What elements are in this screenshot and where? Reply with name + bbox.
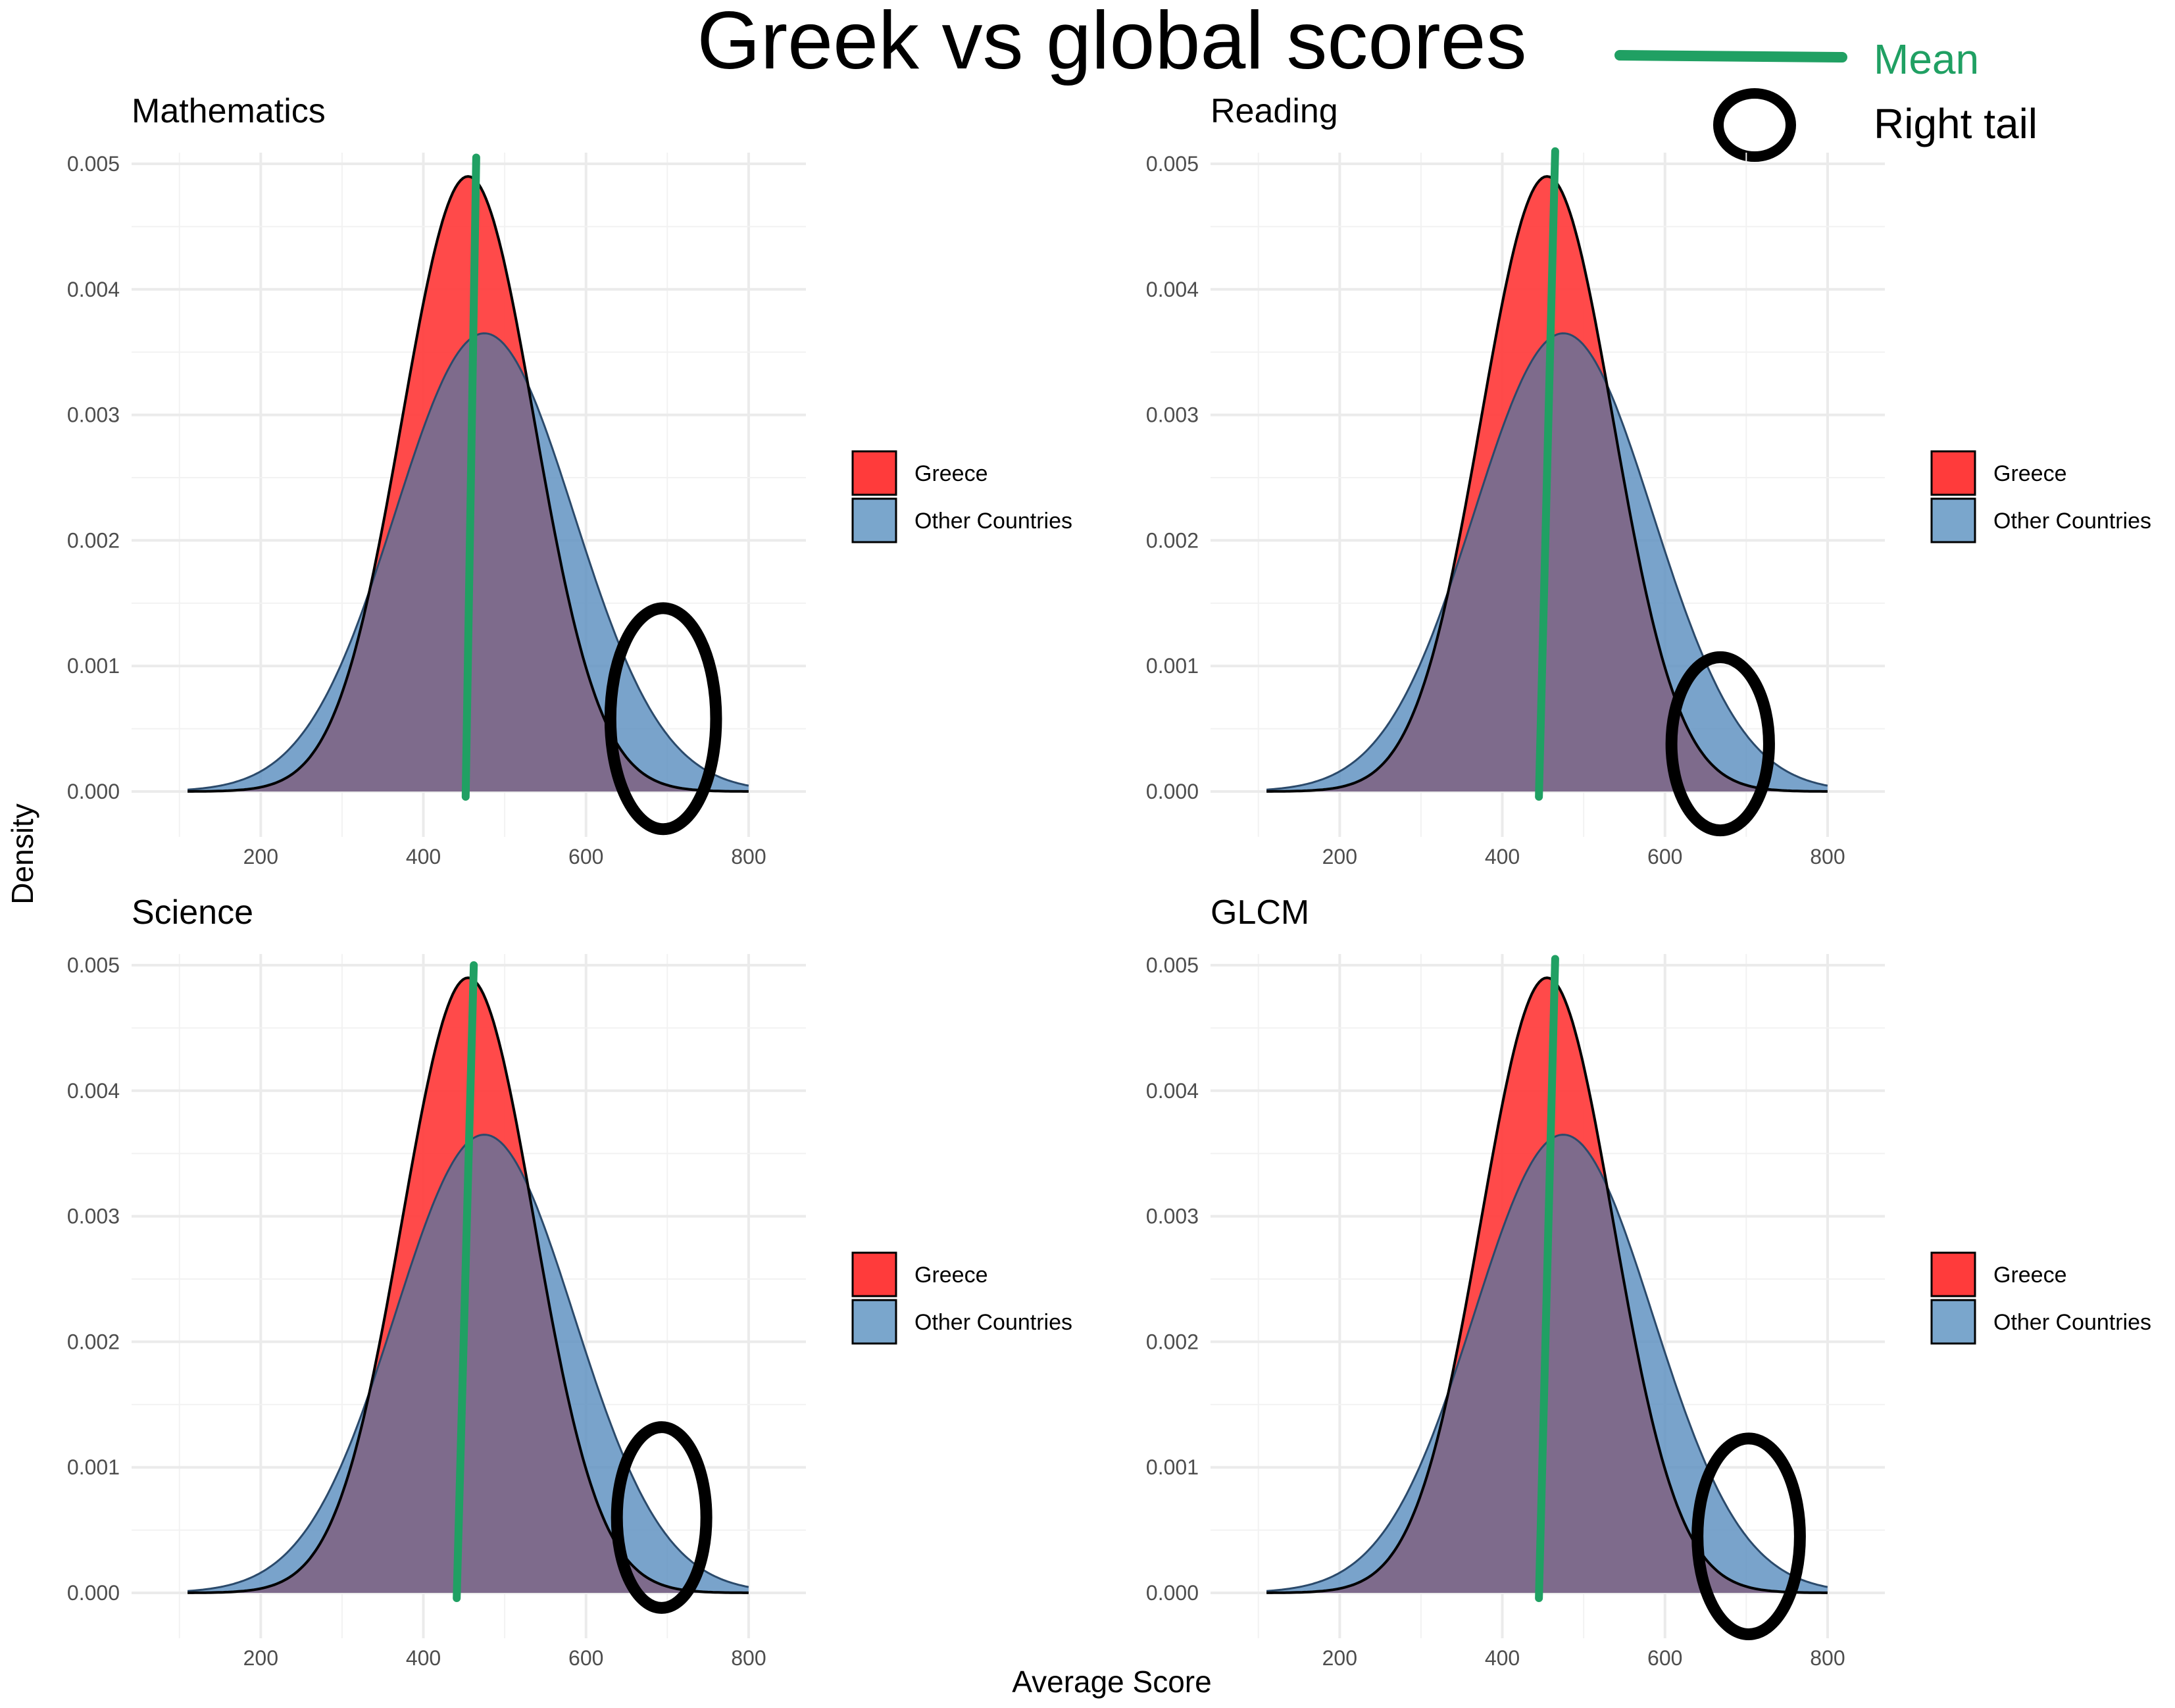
x-tick-label: 200 [243, 1646, 278, 1670]
outline-greece [1266, 175, 1828, 793]
panel-title: Science [132, 893, 253, 932]
legend: Greece Other Countries [851, 1251, 1072, 1345]
legend-swatch-greece [1930, 450, 1976, 496]
mean-line [461, 153, 480, 801]
x-tick-label: 800 [1810, 1646, 1845, 1670]
legend-label-other: Other Countries [1993, 509, 2151, 534]
legend-swatch-greece [851, 450, 897, 496]
y-tick-label: 0.003 [1146, 403, 1199, 427]
outline-greece [188, 175, 749, 793]
legend: Greece Other Countries [1930, 450, 2151, 543]
legend-swatch-other [1930, 497, 1976, 543]
y-tick-label: 0.001 [67, 654, 120, 678]
x-tick-label: 200 [1322, 845, 1357, 868]
y-tick-label: 0.000 [1146, 780, 1199, 803]
x-tick-label: 600 [568, 1646, 603, 1670]
key-mean-line [1614, 50, 1847, 63]
x-tick-label: 800 [731, 845, 766, 868]
y-tick-label: 0.004 [1146, 278, 1199, 301]
y-tick-label: 0.000 [67, 780, 120, 803]
y-tick-label: 0.002 [67, 528, 120, 552]
right-tail-circle [604, 602, 722, 836]
key-tail-label: Right tail [1874, 100, 2038, 147]
y-tick-label: 0.003 [1146, 1205, 1199, 1228]
y-tick-label: 0.004 [1146, 1079, 1199, 1103]
legend-swatch-other [851, 1299, 897, 1345]
right-tail-circle [1665, 651, 1775, 837]
y-tick-label: 0.005 [67, 953, 120, 977]
y-tick-label: 0.004 [67, 1079, 120, 1103]
chart-title: Greek vs global scores [697, 0, 1526, 86]
y-tick-label: 0.001 [67, 1455, 120, 1479]
right-tail-circle [611, 1421, 712, 1614]
global-key: Mean Right tail [1614, 36, 2038, 162]
right-tail-circle [1691, 1432, 1806, 1640]
y-tick-label: 0.004 [67, 278, 120, 301]
y-axis-title: Density [5, 803, 39, 904]
x-tick-label: 800 [731, 1646, 766, 1670]
y-tick-label: 0.002 [1146, 1330, 1199, 1353]
x-tick-label: 600 [1647, 1646, 1682, 1670]
legend-label-other: Other Countries [914, 509, 1072, 534]
key-mean-label: Mean [1874, 36, 1979, 83]
legend-label-other: Other Countries [1993, 1310, 2151, 1335]
y-tick-label: 0.001 [1146, 1455, 1199, 1479]
y-tick-label: 0.005 [1146, 152, 1199, 176]
x-tick-label: 800 [1810, 845, 1845, 868]
density-overlap [188, 1134, 749, 1593]
legend: Greece Other Countries [1930, 1251, 2151, 1345]
legend-swatch-greece [1930, 1251, 1976, 1297]
y-tick-label: 0.000 [1146, 1581, 1199, 1605]
mean-line [1535, 955, 1559, 1602]
legend-swatch-other [1930, 1299, 1976, 1345]
legend-label-greece: Greece [914, 461, 988, 486]
y-tick-label: 0.005 [1146, 953, 1199, 977]
outline-greece [188, 976, 749, 1594]
mean-line [453, 961, 478, 1602]
legend-swatch-other [851, 497, 897, 543]
legend-label-greece: Greece [914, 1263, 988, 1288]
x-tick-label: 600 [568, 845, 603, 868]
x-tick-label: 600 [1647, 845, 1682, 868]
y-tick-label: 0.002 [1146, 528, 1199, 552]
panel-title: Mathematics [132, 92, 326, 130]
panel-title: GLCM [1211, 893, 1309, 932]
y-tick-label: 0.002 [67, 1330, 120, 1353]
x-tick-label: 200 [1322, 1646, 1357, 1670]
y-tick-label: 0.005 [67, 152, 120, 176]
panel-mathematics: 0.000 0.001 0.002 0.003 0.004 0.005 200 400 600 8… [67, 92, 1072, 868]
x-axis-title: Average Score [1012, 1665, 1211, 1699]
outline-greece [1266, 976, 1828, 1594]
x-tick-label: 400 [406, 845, 441, 868]
legend-swatch-greece [851, 1251, 897, 1297]
x-tick-label: 400 [1485, 1646, 1520, 1670]
outline-other-countries [187, 332, 749, 791]
legend: Greece Other Countries [851, 450, 1072, 543]
panel-title: Reading [1211, 92, 1338, 130]
panels: 0.000 0.001 0.002 0.003 0.004 0.005 200 400 600 8… [67, 92, 2151, 1670]
x-tick-label: 400 [406, 1646, 441, 1670]
key-tail-circle [1713, 88, 1796, 162]
x-tick-label: 400 [1485, 845, 1520, 868]
mean-line [1535, 147, 1559, 801]
panel-reading: 0.000 0.001 0.002 0.003 0.004 0.005 200 400 600 8… [1146, 92, 2151, 868]
panel-science: 0.000 0.001 0.002 0.003 0.004 0.005 200 400 600 8… [67, 893, 1072, 1670]
legend-label-other: Other Countries [914, 1310, 1072, 1335]
y-tick-label: 0.001 [1146, 654, 1199, 678]
y-tick-label: 0.003 [67, 403, 120, 427]
legend-label-greece: Greece [1993, 1263, 2067, 1288]
y-tick-label: 0.000 [67, 1581, 120, 1605]
legend-label-greece: Greece [1993, 461, 2067, 486]
panel-glcm: 0.000 0.001 0.002 0.003 0.004 0.005 200 400 600 8… [1146, 893, 2151, 1670]
x-tick-label: 200 [243, 845, 278, 868]
y-tick-label: 0.003 [67, 1205, 120, 1228]
